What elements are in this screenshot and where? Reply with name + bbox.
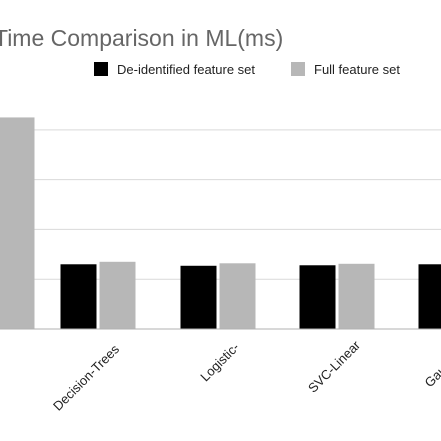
x-tick-label: Decision-Trees	[50, 341, 122, 413]
gridlines	[0, 129, 441, 280]
legend-label-de-identified: De-identified feature set	[117, 62, 255, 77]
bar-de-identified-3	[299, 265, 336, 329]
bar-de-identified-1	[60, 264, 97, 329]
bar-full-2	[219, 263, 256, 329]
bar-full-0	[0, 117, 35, 329]
bars	[0, 117, 441, 329]
chart-title: Time Comparison in ML(ms)	[0, 25, 283, 51]
bar-de-identified-2	[180, 265, 217, 329]
legend-label-full: Full feature set	[314, 62, 400, 77]
x-tick-label: Logistic-	[197, 340, 242, 385]
bar-full-1	[99, 261, 136, 329]
x-tick-labels: Decision-Trees Logistic- SVC-Linear Gaus	[50, 337, 441, 414]
x-tick-label: Gaus	[422, 357, 441, 390]
x-tick-label: SVC-Linear	[305, 337, 364, 396]
bar-full-3	[338, 263, 375, 329]
legend-swatch-de-identified	[94, 62, 108, 76]
legend-swatch-full	[291, 62, 305, 76]
bar-de-identified-4	[418, 264, 441, 329]
legend: De-identified feature set Full feature s…	[94, 62, 400, 77]
